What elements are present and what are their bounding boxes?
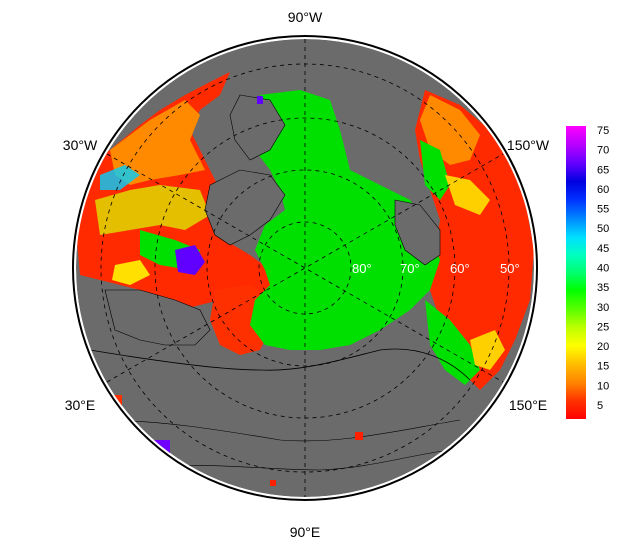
colorbar-tick-label: 70: [597, 145, 609, 157]
lat-label-60: 60°: [450, 261, 470, 276]
lon-label-lower-right: 150°E: [509, 397, 547, 413]
colorbar-tick-label: 5: [597, 400, 603, 412]
eurasia-border-1: [99, 419, 461, 442]
colorbar-tick-label: 10: [597, 380, 609, 392]
colorbar: [566, 126, 586, 419]
small-red-patch-1: [355, 432, 363, 440]
lon-label-upper-left: 30°W: [63, 137, 98, 153]
lat-label-50: 50°: [500, 261, 520, 276]
atlantic-yellow-patch: [112, 260, 150, 285]
map-outer-ring: [72, 35, 538, 501]
atlantic-cyan-patch: [100, 165, 140, 190]
greenland-land: [229, 94, 286, 161]
lon-label-top: 90°W: [288, 9, 323, 25]
colorbar-tick-label: 35: [597, 282, 609, 294]
alaska-land: [394, 199, 441, 266]
colorbar-tick-label: 55: [597, 204, 609, 216]
lon-label-bottom: 90°E: [290, 524, 321, 540]
colorbar-tick-label: 75: [597, 125, 609, 137]
bering-green: [425, 300, 480, 385]
small-blue-patch: [257, 96, 263, 104]
small-red-patch-2: [270, 480, 276, 486]
arctic-ocean-region: [250, 90, 440, 350]
lon-label-lower-left: 30°E: [65, 397, 96, 413]
lat-label-70: 70°: [400, 261, 420, 276]
colorbar-tick-label: 60: [597, 184, 609, 196]
map-disc: [76, 39, 534, 497]
colorbar-tick-label: 50: [597, 223, 609, 235]
colorbar-tick-label: 65: [597, 164, 609, 176]
colorbar-tick-label: 15: [597, 361, 609, 373]
atlantic-mixed-band: [95, 185, 210, 235]
canadian-archipelago-land: [204, 169, 286, 246]
colorbar-tick-label: 45: [597, 243, 609, 255]
pacific-yellow-band: [445, 175, 490, 215]
colorbar-tick-label: 40: [597, 263, 609, 275]
colorbar-ticks: 75 70 65 60 55 50 45 40 35 30 25 20 15 10 5: [597, 125, 609, 412]
north-pacific-region: [415, 90, 534, 390]
atlantic-purple-patch: [175, 245, 205, 275]
colorbar-tick-label: 30: [597, 302, 609, 314]
lat-label-80: 80°: [352, 261, 372, 276]
eurasia-border-2: [149, 449, 451, 471]
lon-label-upper-right: 150°W: [507, 137, 550, 153]
colorbar-tick-label: 25: [597, 321, 609, 333]
pacific-green-band: [420, 140, 450, 200]
colorbar-tick-label: 20: [597, 341, 609, 353]
lat-circle-70: [206, 169, 404, 367]
atlantic-orange-band: [110, 100, 205, 185]
